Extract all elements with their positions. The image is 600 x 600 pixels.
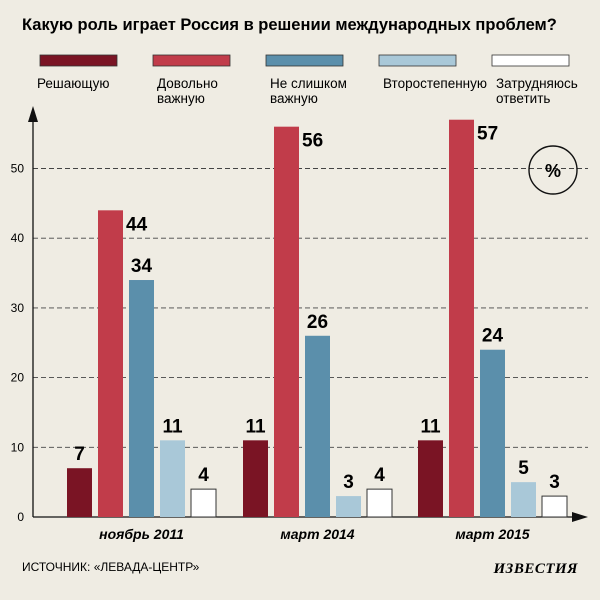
value-label: 26 xyxy=(307,312,328,333)
bar xyxy=(160,440,185,517)
value-label: 11 xyxy=(245,416,266,437)
bar xyxy=(274,126,299,518)
legend-swatch xyxy=(378,54,457,67)
bar xyxy=(480,349,505,517)
value-label: 3 xyxy=(343,472,354,493)
legend-label: Затрудняюсь ответить xyxy=(496,76,578,106)
value-label: 57 xyxy=(477,124,498,145)
category-label: ноябрь 2011 xyxy=(99,526,184,542)
y-tick-label: 40 xyxy=(11,231,25,245)
value-label: 44 xyxy=(126,214,148,235)
source-note: ИСТОЧНИК: «ЛЕВАДА-ЦЕНТР» xyxy=(22,560,200,574)
bar xyxy=(336,496,361,517)
y-tick-label: 50 xyxy=(11,162,25,176)
value-label: 24 xyxy=(482,326,504,347)
legend-label: Не слишком важную xyxy=(270,76,347,106)
value-label: 11 xyxy=(420,416,441,437)
bar xyxy=(243,440,268,517)
bar xyxy=(366,488,393,518)
y-tick-label: 30 xyxy=(11,301,25,315)
bar xyxy=(305,335,330,517)
legend: Решающую Довольно важную Не слишком важную Вт… xyxy=(37,54,578,106)
value-label: 7 xyxy=(74,444,85,465)
value-label: 3 xyxy=(549,472,560,493)
x-axis-arrow-icon xyxy=(572,512,588,522)
bar xyxy=(541,495,568,518)
legend-swatch xyxy=(152,54,231,67)
y-tick-label: 20 xyxy=(11,371,25,385)
chart-title: Какую роль играет Россия в решении между… xyxy=(22,16,557,34)
category-label: март 2014 xyxy=(280,526,354,542)
grid-lines xyxy=(33,168,588,448)
bar xyxy=(129,280,154,517)
legend-swatch xyxy=(39,54,118,67)
bar xyxy=(98,210,123,517)
bar xyxy=(190,488,217,518)
value-label: 56 xyxy=(302,131,323,152)
legend-swatch xyxy=(265,54,344,67)
category-label: март 2015 xyxy=(455,526,529,542)
value-label: 5 xyxy=(518,458,529,479)
value-label: 11 xyxy=(162,416,183,437)
legend-swatch xyxy=(491,54,570,67)
bar xyxy=(418,440,443,517)
bar xyxy=(67,468,92,517)
bars xyxy=(67,119,568,518)
unit-circle xyxy=(528,145,578,195)
y-axis-arrow-icon xyxy=(28,106,38,122)
value-label: 4 xyxy=(374,465,385,486)
unit-badge: % xyxy=(528,145,578,195)
value-label: 34 xyxy=(131,256,153,277)
y-tick-label: 0 xyxy=(17,510,24,524)
legend-label: Второстепенную xyxy=(383,76,487,91)
value-label: 4 xyxy=(198,465,209,486)
category-labels: ноябрь 2011 март 2014 март 2015 xyxy=(99,526,530,542)
unit-label: % xyxy=(545,161,561,181)
y-tick-label: 10 xyxy=(11,440,25,454)
legend-label: Довольно важную xyxy=(157,76,218,106)
legend-label: Решающую xyxy=(37,76,110,91)
bar xyxy=(511,482,536,517)
bar xyxy=(449,119,474,518)
y-tick-labels: 0 10 20 30 40 50 xyxy=(11,162,25,525)
izvestia-logo: ИЗВЕСТИЯ xyxy=(493,561,579,577)
